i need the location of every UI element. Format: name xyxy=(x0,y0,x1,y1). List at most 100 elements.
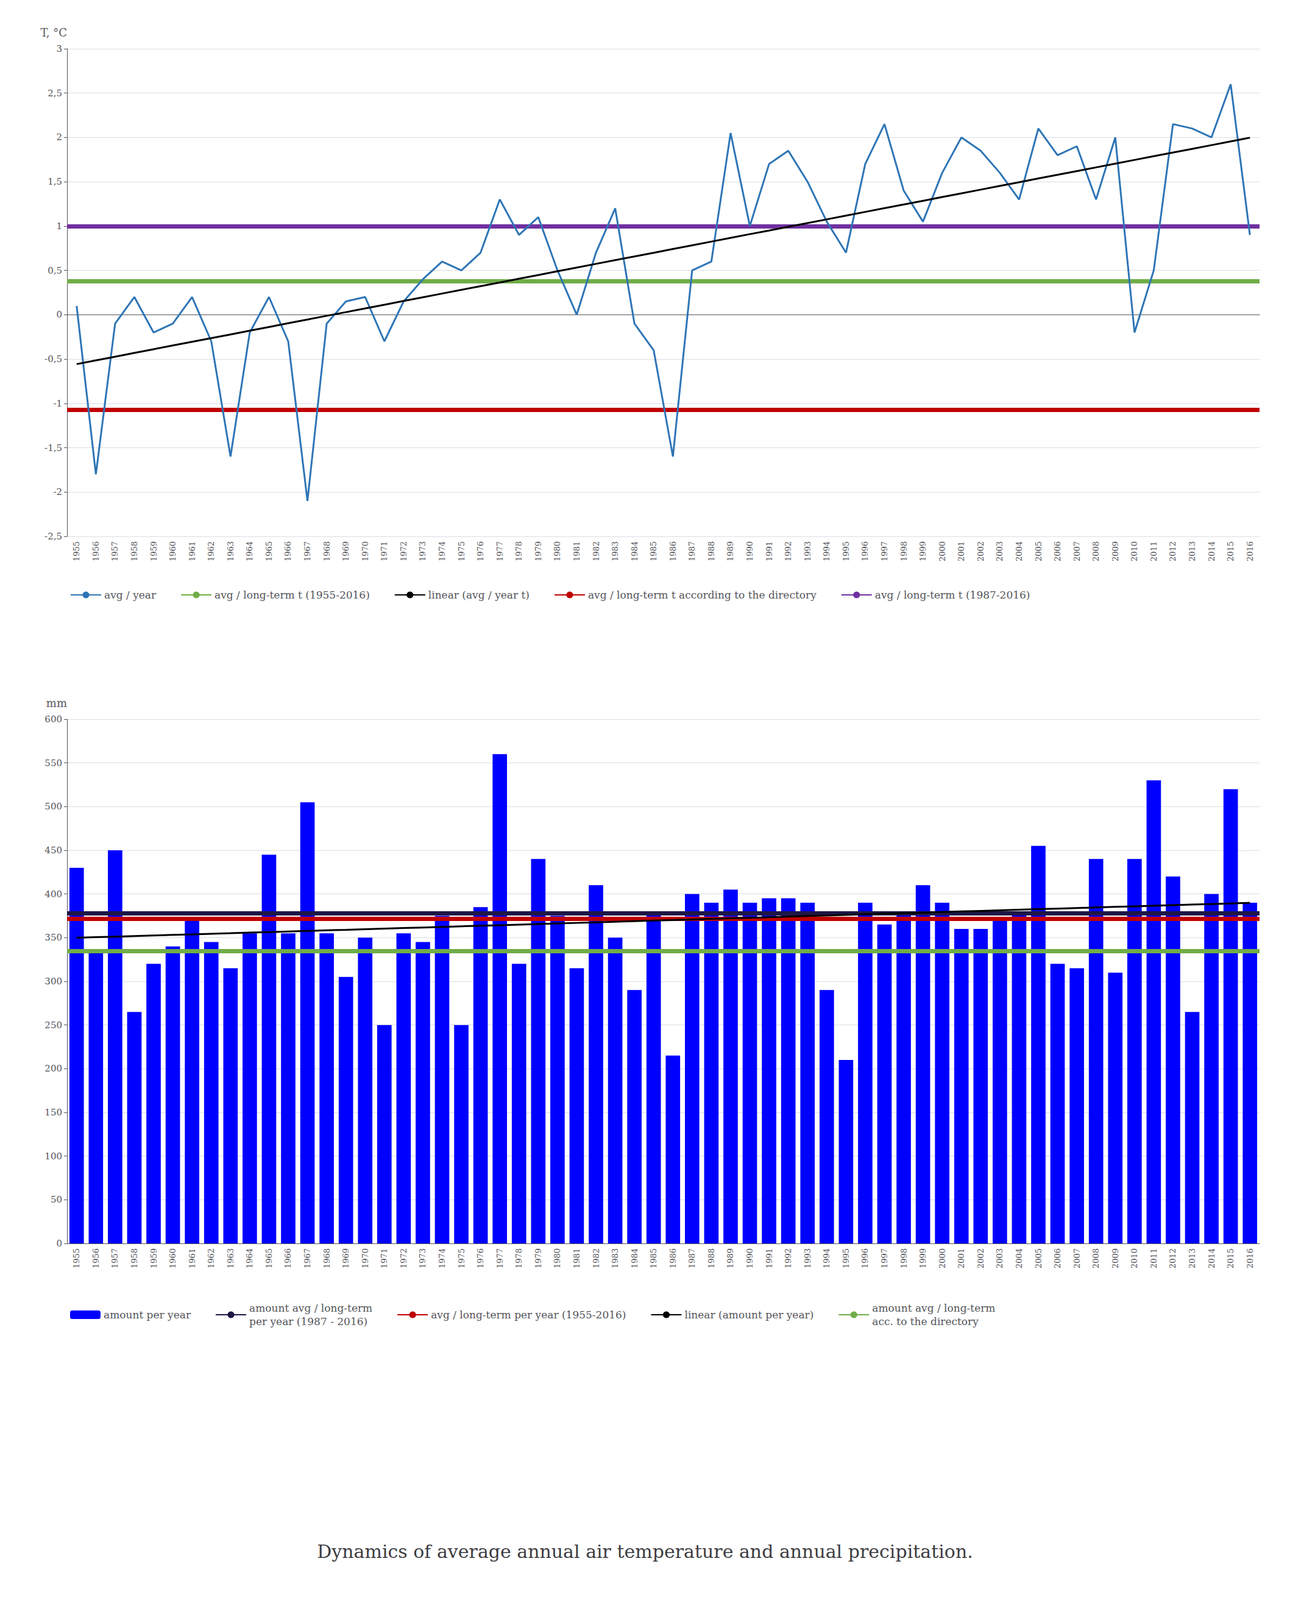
svg-text:2003: 2003 xyxy=(995,541,1005,562)
svg-text:1967: 1967 xyxy=(302,1247,312,1269)
svg-text:1990: 1990 xyxy=(745,541,755,562)
svg-text:2,5: 2,5 xyxy=(47,87,63,99)
svg-text:100: 100 xyxy=(44,1150,63,1162)
svg-text:1986: 1986 xyxy=(668,541,678,562)
svg-text:1962: 1962 xyxy=(206,1247,216,1269)
svg-text:1966: 1966 xyxy=(283,541,293,562)
svg-text:1987: 1987 xyxy=(687,541,697,562)
svg-text:-0,5: -0,5 xyxy=(44,353,63,365)
svg-text:1976: 1976 xyxy=(475,541,486,562)
svg-text:1963: 1963 xyxy=(226,541,236,562)
svg-text:1995: 1995 xyxy=(841,541,851,562)
svg-text:1965: 1965 xyxy=(264,1247,274,1269)
svg-text:1979: 1979 xyxy=(533,541,543,562)
svg-text:3: 3 xyxy=(56,43,63,55)
svg-text:1981: 1981 xyxy=(572,541,582,562)
svg-text:1968: 1968 xyxy=(322,541,332,562)
svg-text:1964: 1964 xyxy=(244,541,255,562)
svg-text:1970: 1970 xyxy=(360,541,370,562)
svg-text:2006: 2006 xyxy=(1052,541,1063,562)
svg-text:amount per year: amount per year xyxy=(103,1308,192,1321)
svg-text:1993: 1993 xyxy=(803,1247,813,1269)
svg-text:2004: 2004 xyxy=(1014,1247,1024,1269)
svg-text:1994: 1994 xyxy=(822,541,832,562)
svg-text:0: 0 xyxy=(56,1237,63,1249)
svg-text:1958: 1958 xyxy=(129,541,139,562)
svg-text:2013: 2013 xyxy=(1187,541,1197,562)
svg-text:1960: 1960 xyxy=(168,541,178,562)
svg-text:1966: 1966 xyxy=(283,1247,293,1269)
svg-text:amount avg / long-term: amount avg / long-term xyxy=(871,1301,996,1314)
svg-text:2007: 2007 xyxy=(1072,541,1082,562)
svg-text:150: 150 xyxy=(44,1106,63,1118)
svg-text:1992: 1992 xyxy=(783,541,793,562)
svg-text:1969: 1969 xyxy=(341,1247,351,1269)
svg-text:1990: 1990 xyxy=(745,1247,755,1269)
svg-text:1982: 1982 xyxy=(591,541,601,562)
svg-text:2006: 2006 xyxy=(1052,1247,1063,1269)
svg-text:1970: 1970 xyxy=(360,1247,370,1269)
svg-text:1996: 1996 xyxy=(860,1247,870,1269)
svg-text:-1: -1 xyxy=(53,397,63,409)
svg-text:2007: 2007 xyxy=(1072,1247,1082,1269)
svg-text:1960: 1960 xyxy=(168,1247,178,1269)
svg-text:1977: 1977 xyxy=(495,1247,505,1269)
svg-text:Dynamics of average annual air: Dynamics of average annual air temperatu… xyxy=(316,1540,973,1562)
svg-text:1998: 1998 xyxy=(899,1247,909,1269)
svg-text:1971: 1971 xyxy=(379,1247,389,1269)
svg-text:1997: 1997 xyxy=(879,541,890,562)
svg-text:2015: 2015 xyxy=(1226,541,1236,562)
svg-text:mm: mm xyxy=(46,696,68,710)
svg-text:1958: 1958 xyxy=(129,1247,139,1269)
svg-text:1971: 1971 xyxy=(379,541,389,562)
svg-text:1955: 1955 xyxy=(71,541,82,562)
svg-text:2004: 2004 xyxy=(1014,541,1024,562)
svg-text:600: 600 xyxy=(44,713,63,725)
svg-text:1983: 1983 xyxy=(610,1247,620,1269)
svg-text:avg / year: avg / year xyxy=(104,588,157,601)
svg-text:1987: 1987 xyxy=(687,1247,697,1269)
svg-text:T, °C: T, °C xyxy=(40,26,68,39)
svg-text:avg / long-term t according to: avg / long-term t according to the direc… xyxy=(588,588,817,601)
svg-text:1985: 1985 xyxy=(648,541,659,562)
svg-text:1989: 1989 xyxy=(725,541,735,562)
svg-text:2009: 2009 xyxy=(1110,1247,1120,1269)
svg-text:1972: 1972 xyxy=(399,541,409,562)
svg-text:avg / long-term t (1987-2016): avg / long-term t (1987-2016) xyxy=(875,588,1031,601)
svg-text:2012: 2012 xyxy=(1168,541,1178,562)
svg-text:0,5: 0,5 xyxy=(47,265,63,277)
svg-text:1967: 1967 xyxy=(302,541,312,562)
svg-text:50: 50 xyxy=(50,1193,63,1205)
svg-text:linear (amount per year): linear (amount per year) xyxy=(684,1308,814,1321)
svg-text:1972: 1972 xyxy=(399,1247,409,1269)
svg-text:300: 300 xyxy=(44,975,63,987)
svg-text:2003: 2003 xyxy=(995,1247,1005,1269)
svg-text:1988: 1988 xyxy=(706,541,716,562)
svg-text:1955: 1955 xyxy=(71,1247,82,1269)
svg-text:1981: 1981 xyxy=(572,1247,582,1269)
svg-text:1963: 1963 xyxy=(226,1247,236,1269)
svg-text:200: 200 xyxy=(44,1062,63,1074)
svg-text:1959: 1959 xyxy=(149,1247,159,1269)
svg-text:1969: 1969 xyxy=(341,541,351,562)
svg-text:1973: 1973 xyxy=(418,1247,428,1269)
svg-text:1993: 1993 xyxy=(803,541,813,562)
svg-text:1975: 1975 xyxy=(457,541,467,562)
svg-text:1977: 1977 xyxy=(495,541,505,562)
svg-text:1974: 1974 xyxy=(437,541,447,562)
svg-text:1956: 1956 xyxy=(91,1247,101,1269)
svg-text:1,5: 1,5 xyxy=(47,176,63,188)
svg-text:400: 400 xyxy=(44,888,63,900)
svg-text:2010: 2010 xyxy=(1129,1247,1139,1269)
svg-text:1986: 1986 xyxy=(668,1247,678,1269)
svg-text:1974: 1974 xyxy=(437,1247,447,1269)
svg-text:2013: 2013 xyxy=(1187,1247,1197,1269)
svg-text:2000: 2000 xyxy=(937,541,947,562)
svg-text:-2: -2 xyxy=(53,486,63,498)
svg-text:2010: 2010 xyxy=(1129,541,1139,562)
svg-text:2002: 2002 xyxy=(976,541,986,562)
svg-text:1992: 1992 xyxy=(783,1247,793,1269)
svg-text:1964: 1964 xyxy=(244,1247,255,1269)
svg-text:2008: 2008 xyxy=(1091,541,1101,562)
svg-text:2001: 2001 xyxy=(956,1247,966,1269)
